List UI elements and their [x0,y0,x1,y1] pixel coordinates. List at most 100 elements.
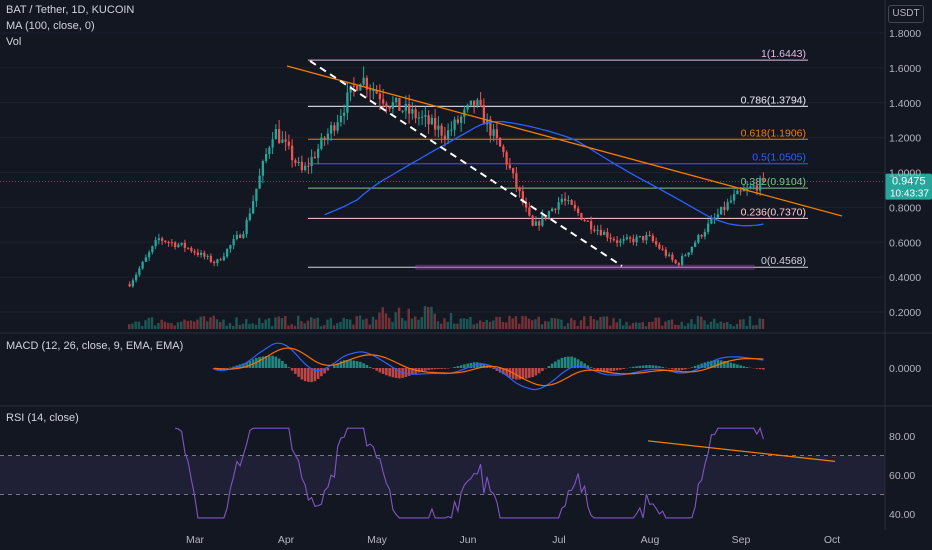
volume-bar [420,317,423,329]
macd-histogram-bar [482,363,486,368]
volume-bar [615,322,618,329]
rsi-band [0,455,885,495]
volume-bar [189,320,193,329]
volume-bar [482,321,485,329]
volume-bar [537,316,540,329]
volume-bar [306,320,310,329]
support-zone [415,264,755,270]
ma-legend[interactable]: MA (100, close, 0) [6,20,95,32]
candle-body [638,236,642,238]
volume-bar [644,326,648,329]
candle-body [346,92,349,113]
trendline [286,65,843,217]
volume-bar [349,319,352,329]
volume-bar [228,323,232,329]
volume-bar [423,306,427,329]
volume-bar [752,325,755,329]
volume-bar [267,318,271,329]
volume-bar [160,319,163,329]
rsi-legend[interactable]: RSI (14, close) [6,412,79,424]
macd-histogram-bar [684,368,687,370]
candle-body [576,208,580,214]
currency-label[interactable]: USDT [888,5,924,23]
candle-body [333,125,336,131]
volume-bar [514,316,518,329]
price-tick-label: 0.6000 [889,237,921,249]
candle-body [492,129,495,136]
candle-body [368,89,372,91]
volume-bar [368,324,371,329]
macd-histogram-bar [320,368,323,377]
volume-bar [235,317,238,329]
macd-line [213,342,764,391]
volume-bar [716,323,719,329]
candle-body [238,234,242,238]
volume-bar [635,322,638,329]
volume-legend[interactable]: Vol [6,36,22,48]
volume-bar [589,316,592,329]
macd-histogram-bar [593,368,596,369]
candle-body [147,252,151,258]
macd-histogram-bar [238,364,242,368]
volume-bar [703,320,706,329]
volume-bar [524,316,527,329]
time-tick-label: Sep [732,534,751,546]
macd-histogram-bar [365,365,369,368]
volume-bar [622,325,625,329]
candle-body [489,119,492,136]
macd-legend[interactable]: MACD (12, 26, close, 9, EMA, EMA) [6,340,184,352]
candle-body [466,104,469,110]
candle-body [281,139,284,143]
volume-bar [196,319,199,329]
candle-body [339,115,343,123]
volume-bar [293,325,297,329]
candle-body [326,133,330,140]
candle-body [355,86,359,91]
macd-histogram-bar [287,367,291,368]
ma-line [324,120,764,227]
volume-bar [618,318,622,329]
volume-bar [212,315,215,329]
macd-histogram-bar [528,368,531,378]
candle-body [622,239,625,241]
volume-bar [563,326,566,329]
macd-histogram-bar [466,363,469,368]
candle-body [661,248,664,250]
macd-histogram-bar [638,365,642,368]
volume-bar [157,322,160,329]
candle-body [645,234,648,241]
fib-label: 0.618(1.1906) [741,127,806,139]
macd-histogram-bar [362,363,365,368]
macd-histogram-bar [609,368,612,372]
macd-histogram-bar [550,363,554,368]
symbol-legend[interactable]: BAT / Tether, 1D, KUCOIN [6,4,135,16]
macd-histogram-bar [534,368,538,376]
candle-body [307,165,310,167]
volume-bar [449,312,453,329]
macd-histogram-bar [404,368,408,378]
volume-bar [505,322,508,329]
macd-histogram-bar [632,366,635,368]
candle-body [144,257,148,262]
volume-bar [475,323,479,329]
volume-bar [739,319,742,329]
candle-body [294,160,297,164]
candle-body [521,191,525,203]
macd-histogram-bar [274,356,278,368]
macd-histogram-bar [437,368,440,370]
macd-histogram-bar [586,365,590,368]
candle-body [570,200,573,205]
macd-histogram-bar [739,365,742,368]
volume-bar [186,320,189,329]
candle-body [674,259,677,264]
candle-body [251,201,255,214]
volume-bar [313,318,316,329]
macd-histogram-bar [729,362,733,368]
volume-bar [583,316,586,329]
volume-bar [687,323,690,329]
volume-bar [154,325,157,329]
volume-bar [381,307,384,329]
volume-bar [553,318,557,329]
